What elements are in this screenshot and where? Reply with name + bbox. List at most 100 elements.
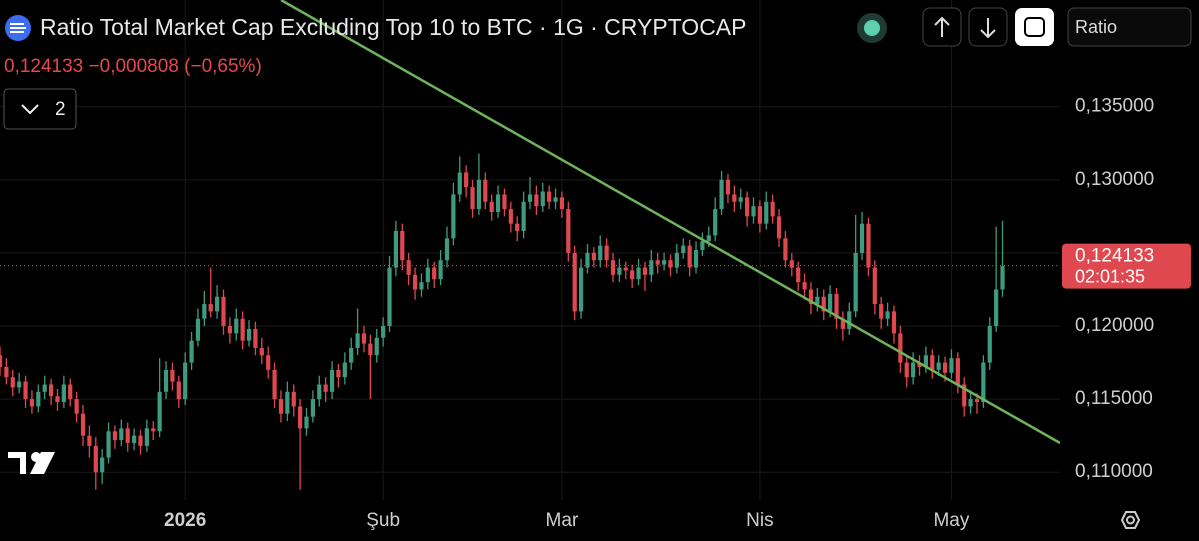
candle-body [591,252,596,261]
candle-body [872,267,877,305]
candle-body [361,333,367,344]
icon-down [980,18,996,39]
candle-body [911,362,916,378]
candle-body [623,267,628,271]
candle-body [476,179,482,210]
price-label: 0,124133 [1075,246,1154,267]
candle-body [457,172,462,195]
candle-body [917,362,922,367]
symbol-icon-lines [10,23,26,33]
candle-body [4,366,9,378]
plot [0,0,1060,490]
candle-body [285,391,290,414]
candle-body [930,355,935,370]
candle-body [968,399,973,407]
candle-body [732,194,737,202]
candle-body [131,435,137,443]
candle-body [655,260,660,265]
candle-body [610,260,616,275]
candle-body [68,384,73,400]
trendline [280,0,1060,445]
candle-body [649,260,654,275]
candle-body [163,369,169,392]
field-box[interactable] [1067,7,1192,47]
candle-body [432,267,437,280]
candle-body [259,347,264,356]
candle-body [668,260,673,268]
candle-body [745,197,750,217]
candle-body [796,267,801,283]
candle-body [808,289,814,305]
candle-body [815,296,820,305]
candle-body [547,191,552,202]
candle-body [151,428,156,432]
candle-body [291,391,296,407]
candle-body [425,267,430,283]
candle-body [904,362,909,378]
candle-body [776,216,782,239]
candle-body [534,194,539,207]
candle-body [738,197,743,202]
chevron [21,104,39,115]
candle-body [234,318,239,334]
candle-body [540,191,545,207]
candle-body [176,381,181,400]
candle-body [1000,266,1005,290]
candle-body [764,201,769,224]
settings-icon[interactable] [1120,511,1141,529]
candle-body [578,267,584,312]
candle-body [828,293,833,312]
candle-body [93,445,98,473]
x-tick-label: Nis [746,510,773,531]
candle-body [566,209,571,253]
indicators-count: 2 [55,99,66,120]
candle-body [508,209,513,224]
candle-body [598,245,603,261]
candle-body [74,399,79,414]
candle-body [298,406,303,429]
candle-body [853,252,858,312]
candle-body [419,282,424,290]
candle-body [406,260,411,275]
x-tick-label: Mar [546,510,579,531]
candle-body [847,311,852,329]
y-tick-label: 0,115000 [1075,388,1153,409]
x-tick-label: May [933,510,969,531]
candle-body [272,369,277,400]
candle-body [381,326,386,338]
tv-logo [8,452,55,474]
candle-body [336,369,341,378]
candle-body [183,362,188,400]
status-dot [864,20,880,36]
candle-body [138,435,143,446]
candle-body [323,384,328,392]
candle-body [955,358,960,385]
candle-body [604,245,609,261]
candle-body [374,337,379,356]
candle-body [527,194,533,202]
candle-body [936,362,941,370]
candle-body [61,384,66,403]
candle-body [253,328,258,348]
candle-body [789,260,794,268]
candle-body [572,252,577,312]
candle-body [329,369,335,392]
candle-body [521,201,526,231]
candle-body [840,318,845,329]
candle-body [349,347,354,363]
candle-body [266,355,271,370]
candle-body [189,340,194,363]
candle-body [208,304,213,312]
candle-body [42,384,47,392]
candle-body [412,274,418,290]
candle-body [144,428,149,446]
button-layout[interactable] [1015,8,1054,46]
indicators-button[interactable] [3,88,77,130]
candle-body [942,362,948,373]
candle-body [0,355,3,367]
candle-body [617,267,622,275]
y-tick-label: 0,130000 [1075,169,1154,190]
candle-body [215,296,220,312]
